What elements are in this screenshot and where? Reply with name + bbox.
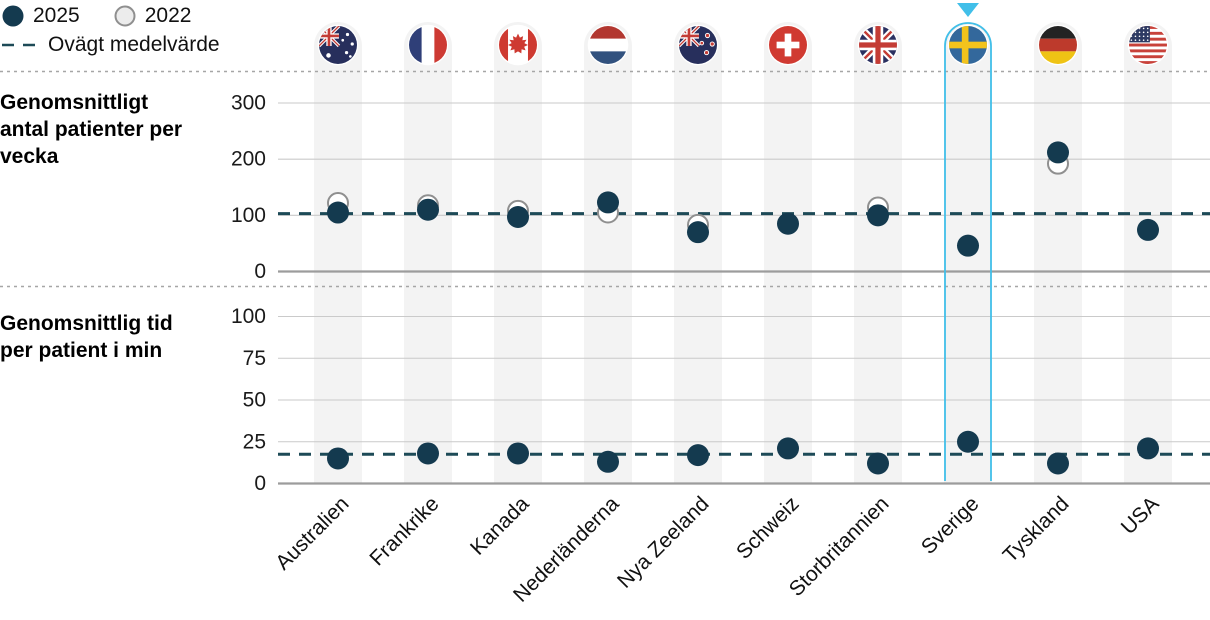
y-tick-label: 100 <box>231 204 266 227</box>
column-stripe <box>494 22 542 484</box>
flag-usa-icon <box>1129 26 1167 64</box>
point-2025 <box>327 201 349 224</box>
point-2025 <box>507 206 529 229</box>
flag-germany-icon <box>1039 26 1077 64</box>
panel1-title: Genomsnittligt antal patienter per vecka <box>0 91 183 168</box>
column-stripe <box>314 22 362 484</box>
column-stripe <box>1034 22 1082 484</box>
legend-mean-label: Ovägt medelvärde <box>48 33 220 56</box>
x-axis-label: Sverige <box>917 492 984 559</box>
panel2-title: Genomsnittlig tid per patient i min <box>0 312 173 362</box>
flag-netherlands-icon <box>589 26 627 64</box>
y-tick-label: 300 <box>231 92 266 115</box>
highlight-arrow-icon <box>957 3 979 17</box>
flag-new-zealand-icon <box>679 26 717 64</box>
flag-france-icon <box>409 26 447 64</box>
column-stripe <box>584 22 632 484</box>
point-2025 <box>957 430 979 453</box>
point-2025 <box>867 452 889 475</box>
x-axis-label: USA <box>1117 492 1164 539</box>
legend-row-series: 2025 2022 <box>2 3 220 29</box>
column-stripe <box>764 22 812 484</box>
legend-2022-label: 2022 <box>144 4 192 27</box>
point-2025 <box>777 212 799 235</box>
legend-2025-label: 2025 <box>33 4 80 27</box>
legend-mean-line-icon <box>2 43 39 47</box>
point-2025 <box>777 437 799 460</box>
y-tick-label: 25 <box>243 430 266 453</box>
point-2025 <box>687 221 709 244</box>
point-2025 <box>417 198 439 221</box>
column-stripe <box>404 22 452 484</box>
column-stripe <box>674 22 722 484</box>
y-tick-label: 100 <box>231 305 266 328</box>
point-2025 <box>597 450 619 473</box>
y-tick-label: 50 <box>243 389 266 412</box>
highlight-box <box>944 22 992 481</box>
point-2025 <box>957 234 979 257</box>
x-axis-label: Tyskland <box>999 492 1074 567</box>
legend-row-mean: Ovägt medelvärde <box>2 32 220 58</box>
legend-2025-dot-icon <box>2 5 24 27</box>
column-stripe <box>854 22 902 484</box>
point-2025 <box>687 444 709 467</box>
flag-australia-icon <box>319 26 357 64</box>
point-2025 <box>1047 141 1069 164</box>
x-axis-label: Frankrike <box>365 492 443 570</box>
y-tick-label: 200 <box>231 148 266 171</box>
flag-uk-icon <box>859 26 897 64</box>
point-2025 <box>327 447 349 470</box>
x-axis-label: Nya Zeeland <box>613 492 713 592</box>
point-2025 <box>507 442 529 465</box>
point-2025 <box>867 204 889 227</box>
x-axis-label: Australien <box>271 492 353 574</box>
x-axis-label: Kanada <box>466 492 534 560</box>
flag-sweden-icon <box>949 26 987 64</box>
point-2025 <box>1047 452 1069 475</box>
point-2025 <box>1137 437 1159 460</box>
y-tick-label: 75 <box>243 347 266 370</box>
flag-switzerland-icon <box>769 26 807 64</box>
point-2025 <box>597 191 619 214</box>
point-2025 <box>417 442 439 465</box>
legend-2022-dot-icon <box>114 5 136 27</box>
y-tick-label: 0 <box>254 260 266 283</box>
chart-legend: 2025 2022 Ovägt medelvärde <box>2 3 220 58</box>
point-2025 <box>1137 218 1159 241</box>
x-axis-label: Schweiz <box>732 492 804 564</box>
column-stripe <box>1124 22 1172 484</box>
y-tick-label: 0 <box>254 472 266 495</box>
flag-canada-icon <box>499 26 537 64</box>
